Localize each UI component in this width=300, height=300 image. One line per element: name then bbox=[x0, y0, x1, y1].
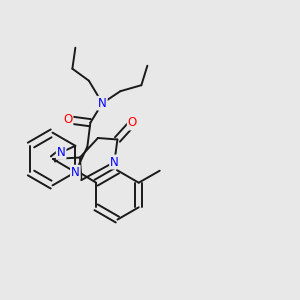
Text: N: N bbox=[71, 166, 80, 179]
Text: O: O bbox=[63, 113, 73, 126]
Text: O: O bbox=[128, 116, 137, 130]
Text: N: N bbox=[57, 146, 65, 159]
Text: N: N bbox=[110, 155, 119, 169]
Text: N: N bbox=[98, 97, 107, 110]
